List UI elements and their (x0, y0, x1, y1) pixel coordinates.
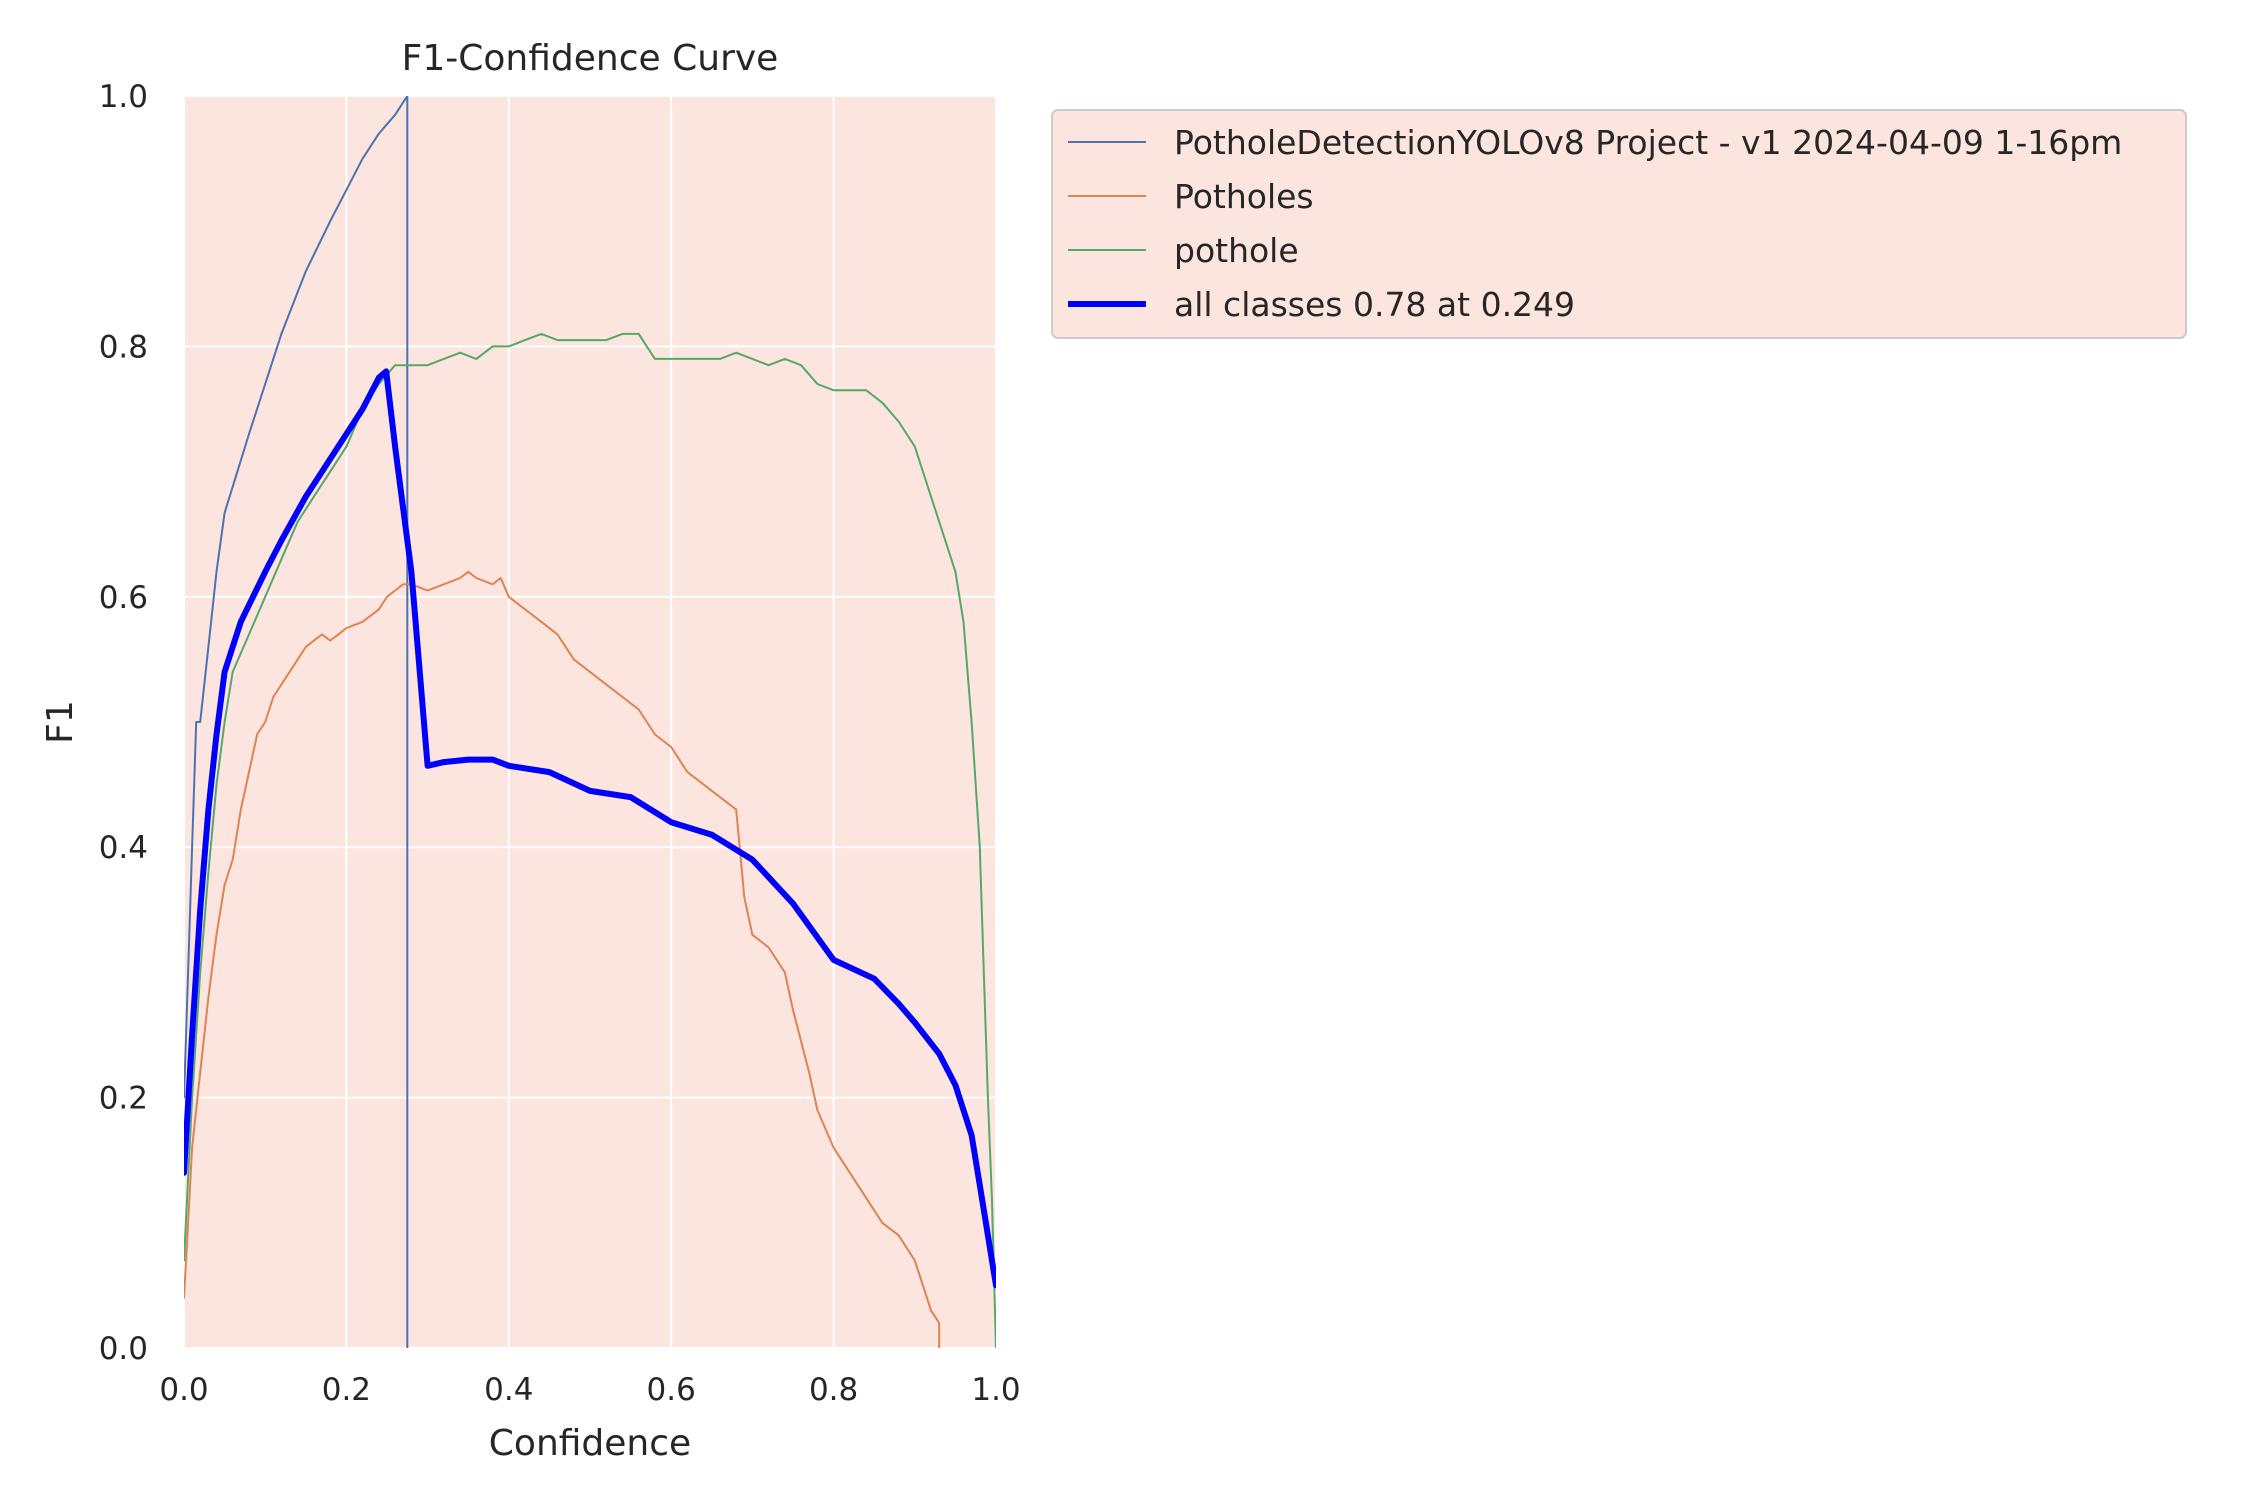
y-tick-label: 0.4 (99, 830, 148, 866)
y-tick-label: 1.0 (99, 79, 148, 115)
y-tick-label: 0.6 (99, 580, 148, 616)
grid-lines (183, 95, 997, 1349)
x-tick-label: 0.8 (809, 1372, 858, 1408)
x-tick-label: 0.0 (159, 1372, 208, 1408)
legend-label-2: Potholes (1174, 177, 1314, 216)
series-line-3 (184, 332, 996, 1348)
y-tick-labels: 0.0 0.2 0.4 0.6 0.8 1.0 (99, 79, 148, 1367)
y-tick-label: 0.8 (99, 329, 148, 365)
x-tick-label: 0.6 (647, 1372, 696, 1408)
legend-label-1: PotholeDetectionYOLOv8 Project - v1 2024… (1174, 123, 2122, 162)
y-axis-label: F1 (40, 700, 81, 744)
x-tick-labels: 0.0 0.2 0.4 0.6 0.8 1.0 (159, 1372, 1020, 1408)
legend: PotholeDetectionYOLOv8 Project - v1 2024… (1051, 109, 2187, 339)
legend-box (1051, 109, 2187, 339)
legend-label-4: all classes 0.78 at 0.249 (1174, 285, 1575, 324)
x-tick-label: 0.2 (322, 1372, 371, 1408)
plot-area (184, 96, 996, 1348)
series-line-1 (184, 96, 409, 1348)
series-line-2 (184, 570, 941, 1348)
y-tick-label: 0.0 (99, 1331, 148, 1367)
y-tick-label: 0.2 (99, 1081, 148, 1117)
x-tick-label: 1.0 (971, 1372, 1020, 1408)
legend-label-3: pothole (1174, 231, 1299, 270)
chart-title: F1-Confidence Curve (402, 38, 779, 79)
series-line-4 (184, 368, 996, 1289)
x-tick-label: 0.4 (484, 1372, 533, 1408)
series-layer (184, 96, 996, 1348)
x-axis-label: Confidence (489, 1423, 691, 1464)
